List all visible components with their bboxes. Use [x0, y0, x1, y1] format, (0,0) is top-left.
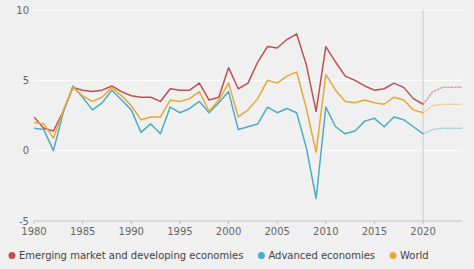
x-tick: [325, 221, 326, 224]
legend-label: Emerging market and developing economies: [19, 250, 243, 261]
x-tick: [228, 221, 229, 224]
x-tick-label: 2000: [216, 226, 241, 237]
x-tick-label: 1995: [167, 226, 192, 237]
grid-line: [34, 221, 462, 222]
y-tick-label: 0: [23, 145, 29, 156]
forecast-line: [423, 104, 462, 112]
series-line: [34, 72, 423, 152]
y-tick-label: 10: [16, 5, 29, 16]
plot-area: [34, 10, 462, 221]
grid-line: [34, 10, 462, 11]
x-tick-label: 1990: [119, 226, 144, 237]
forecast-line: [423, 128, 462, 134]
x-tick: [374, 221, 375, 224]
forecast-line: [423, 87, 462, 104]
x-axis-line: [34, 221, 462, 222]
legend-marker: [390, 252, 397, 259]
x-tick: [131, 221, 132, 224]
legend-marker: [9, 252, 16, 259]
legend-label: World: [400, 250, 429, 261]
x-tick: [82, 221, 83, 224]
x-tick: [423, 221, 424, 224]
series-line: [34, 86, 423, 199]
y-tick-label: -5: [19, 216, 29, 227]
reference-line: [423, 10, 424, 221]
grid-line: [34, 150, 462, 151]
x-tick-label: 2015: [362, 226, 387, 237]
x-tick-label: 1985: [70, 226, 95, 237]
legend-marker: [258, 252, 265, 259]
legend-label: Advanced economies: [268, 250, 375, 261]
grid-line: [34, 80, 462, 81]
x-tick: [179, 221, 180, 224]
x-tick-label: 2010: [313, 226, 338, 237]
x-tick: [34, 221, 35, 224]
x-tick-label: 2020: [410, 226, 435, 237]
background: [0, 0, 474, 269]
x-tick: [277, 221, 278, 224]
y-tick-label: 5: [23, 75, 29, 86]
x-tick-label: 2005: [264, 226, 289, 237]
chart: -5 0 5 10 1980 1985 1990 1995 2000 2005 2010 2015 20…: [0, 0, 474, 269]
x-tick-label: 1980: [21, 226, 46, 237]
